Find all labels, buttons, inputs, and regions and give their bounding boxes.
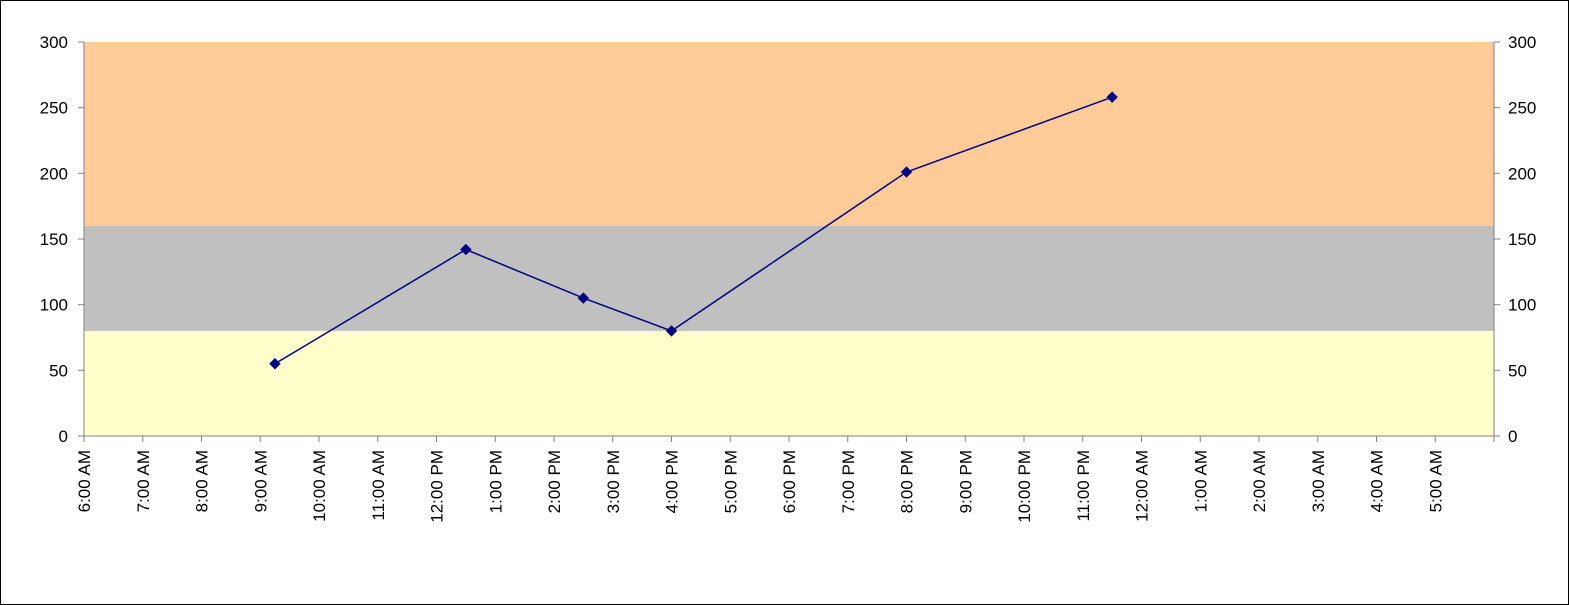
- series-layer: [269, 91, 1118, 370]
- y-tick-label-left: 0: [59, 427, 68, 446]
- y-tick-label-right: 0: [1508, 427, 1517, 446]
- data-point-marker: [577, 292, 590, 304]
- y-axis-left: 0 50 100 150 200 250 300: [40, 33, 84, 446]
- y-tick-label-left: 200: [40, 164, 68, 183]
- x-tick-label: 9:00 PM: [956, 450, 975, 513]
- y-axis-right: 0 50 100 150 200 250 300: [1494, 33, 1536, 446]
- x-tick-label: 5:00 PM: [721, 450, 740, 513]
- x-axis: 6:00 AM 7:00 AM 8:00 AM 9:00 AM 10:00 AM 11:0…: [75, 436, 1495, 523]
- x-tick-label: 6:00 PM: [780, 450, 799, 513]
- y-tick-label-left: 250: [40, 99, 68, 118]
- background-bands: [84, 42, 1494, 436]
- x-tick-label: 7:00 AM: [134, 450, 153, 512]
- y-tick-label-right: 150: [1508, 230, 1536, 249]
- x-tick-label: 3:00 AM: [1309, 450, 1328, 512]
- x-tick-label: 11:00 PM: [1074, 450, 1093, 522]
- band-1: [84, 225, 1494, 331]
- x-tick-label: 12:00 PM: [428, 450, 447, 523]
- x-tick-label: 3:00 PM: [604, 450, 623, 513]
- data-point-marker: [665, 325, 678, 337]
- y-tick-label-left: 50: [49, 361, 68, 380]
- band-0: [84, 330, 1494, 436]
- data-point-marker: [460, 243, 472, 256]
- x-tick-label: 6:00 AM: [75, 450, 94, 512]
- x-tick-label: 4:00 AM: [1368, 450, 1387, 512]
- band-2: [84, 42, 1494, 226]
- x-tick-label: 1:00 AM: [1191, 450, 1210, 512]
- data-point-marker: [1106, 91, 1118, 103]
- x-tick-label: 9:00 AM: [251, 450, 270, 512]
- x-tick-label: 2:00 AM: [1250, 450, 1269, 512]
- y-tick-label-left: 300: [40, 33, 68, 52]
- x-tick-label: 5:00 AM: [1426, 450, 1445, 512]
- x-tick-label: 4:00 PM: [663, 450, 682, 513]
- x-tick-label: 10:00 PM: [1015, 450, 1034, 523]
- x-tick-label: 12:00 AM: [1133, 450, 1152, 522]
- y-tick-label-left: 150: [40, 230, 68, 249]
- y-tick-label-right: 100: [1508, 296, 1536, 315]
- y-tick-label-left: 100: [40, 296, 68, 315]
- y-tick-label-right: 250: [1508, 99, 1536, 118]
- x-tick-label: 8:00 AM: [193, 450, 212, 512]
- x-tick-label: 1:00 PM: [486, 450, 505, 513]
- x-tick-label: 2:00 PM: [545, 450, 564, 513]
- x-tick-label: 11:00 AM: [369, 450, 388, 521]
- y-tick-label-right: 50: [1508, 361, 1527, 380]
- data-point-marker: [269, 358, 281, 370]
- y-tick-label-right: 300: [1508, 33, 1536, 52]
- x-tick-label: 8:00 PM: [898, 450, 917, 513]
- series-line: [274, 96, 1113, 365]
- x-tick-label: 10:00 AM: [310, 450, 329, 522]
- data-point-marker: [900, 166, 913, 178]
- x-tick-label: 7:00 PM: [839, 450, 858, 513]
- y-tick-label-right: 200: [1508, 164, 1536, 183]
